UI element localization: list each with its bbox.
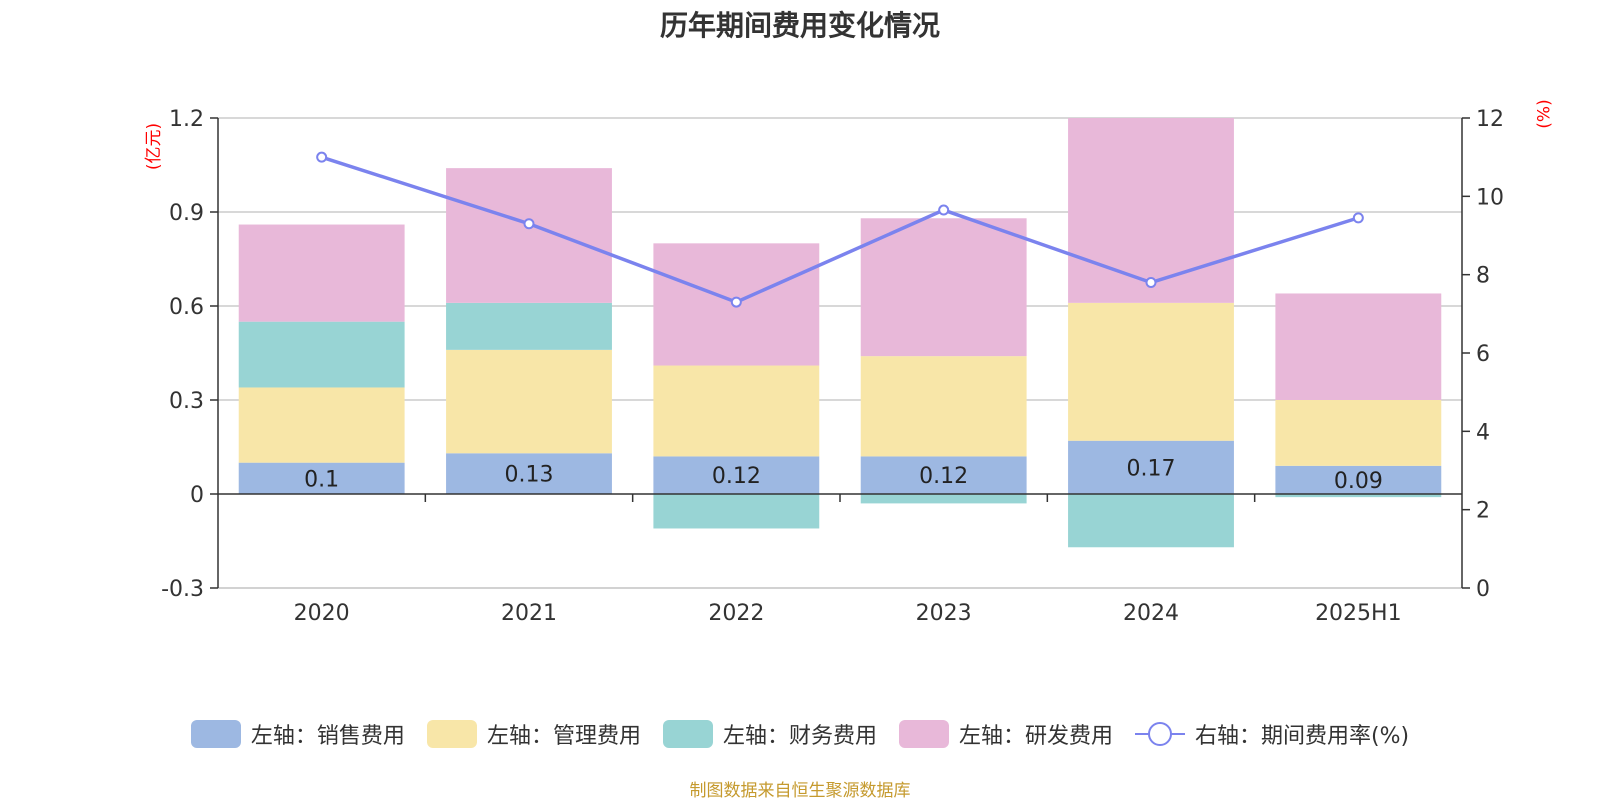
- right-axis-tick-label: 4: [1476, 420, 1490, 445]
- legend-item-rate[interactable]: 右轴：期间费用率(%): [1134, 718, 1410, 750]
- rate-point: [1145, 277, 1157, 288]
- legend-label-rate: 右轴：期间费用率(%): [1194, 724, 1410, 749]
- legend-swatch-rate: [1134, 720, 1185, 748]
- right-axis-tick-label: 0: [1476, 577, 1490, 602]
- right-axis-tick-label: 6: [1476, 342, 1490, 367]
- bar-rd: [238, 224, 405, 322]
- left-axis-tick-label: 1.2: [169, 107, 204, 132]
- rate-point: [938, 204, 950, 216]
- legend-label-admin: 左轴：管理费用: [486, 724, 641, 749]
- left-axis-unit: (亿元): [144, 122, 165, 171]
- x-axis-category-label: 2023: [916, 601, 972, 626]
- rate-point: [730, 296, 742, 308]
- data-label-sales: 0.1: [304, 467, 339, 492]
- legend-label-sales: 左轴：销售费用: [250, 724, 405, 749]
- chart-title: 历年期间费用变化情况: [659, 9, 940, 42]
- bar-rd: [1068, 118, 1234, 303]
- data-label-sales: 0.09: [1334, 469, 1383, 494]
- bar-admin: [860, 356, 1027, 457]
- x-axis-category-label: 2024: [1123, 601, 1179, 626]
- left-axis-tick-label: -0.3: [161, 577, 204, 602]
- data-source-note: 制图数据来自恒生聚源数据库: [689, 781, 911, 801]
- bar-rd: [860, 218, 1027, 357]
- right-axis-tick-label: 8: [1476, 264, 1490, 289]
- x-axis-category-label: 2020: [294, 601, 350, 626]
- bar-finance: [1068, 494, 1234, 548]
- legend-item-sales[interactable]: 左轴：销售费用: [190, 718, 405, 750]
- rate-point: [316, 151, 328, 163]
- data-label-sales: 0.13: [505, 463, 554, 488]
- legend-swatch-sales: [190, 720, 241, 748]
- bar-rd: [1275, 293, 1442, 400]
- legend-item-admin[interactable]: 左轴：管理费用: [426, 718, 641, 750]
- data-label-sales: 0.12: [712, 464, 761, 489]
- legend-label-rd: 左轴：研发费用: [958, 724, 1113, 749]
- left-axis-tick-label: 0: [190, 483, 204, 508]
- rate-point: [1352, 212, 1364, 224]
- legend-marker-rate: [1147, 722, 1172, 746]
- bar-finance: [446, 302, 612, 350]
- legend-item-rd[interactable]: 左轴：研发费用: [898, 718, 1113, 750]
- x-axis-category-label: 2021: [501, 601, 557, 626]
- bar-finance: [860, 494, 1027, 504]
- left-axis-tick-label: 0.6: [169, 295, 204, 320]
- rate-point: [523, 218, 535, 230]
- bar-sales: [653, 456, 820, 494]
- bar-admin: [1068, 302, 1234, 441]
- x-axis-category-label: 2025H1: [1315, 601, 1402, 626]
- rate-line: [321, 155, 1359, 304]
- bar-finance: [1275, 494, 1442, 498]
- legend-swatch-admin: [426, 720, 477, 748]
- right-axis-tick-label: 2: [1476, 499, 1490, 524]
- legend-label-finance: 左轴：财务费用: [722, 724, 877, 749]
- bar-sales: [446, 453, 612, 494]
- bar-sales: [238, 462, 405, 494]
- legend-swatch-rd: [898, 720, 949, 748]
- bar-admin: [238, 387, 405, 463]
- right-axis-tick-label: 12: [1476, 107, 1504, 132]
- legend-swatch-finance: [662, 720, 713, 748]
- bar-sales: [1275, 465, 1442, 494]
- right-axis-unit: (%): [1534, 99, 1555, 129]
- legend-item-finance[interactable]: 左轴：财务费用: [662, 718, 877, 750]
- bar-sales: [1068, 440, 1234, 494]
- left-axis-tick-label: 0.3: [169, 389, 204, 414]
- left-axis-tick-label: 0.9: [169, 201, 204, 226]
- bar-admin: [1275, 400, 1442, 466]
- data-label-sales: 0.12: [919, 464, 968, 489]
- bar-admin: [653, 365, 820, 457]
- legend: 左轴：销售费用 左轴：管理费用 左轴：财务费用 左轴：研发费用 右轴：期间费用率…: [0, 718, 1600, 750]
- bar-admin: [446, 349, 612, 454]
- x-axis-category-label: 2022: [708, 601, 764, 626]
- bar-sales: [860, 456, 1027, 494]
- bar-finance: [238, 321, 405, 388]
- bar-rd: [446, 168, 612, 303]
- data-label-sales: 0.17: [1127, 456, 1176, 481]
- bar-finance: [653, 494, 820, 529]
- right-axis-tick-label: 10: [1476, 185, 1504, 210]
